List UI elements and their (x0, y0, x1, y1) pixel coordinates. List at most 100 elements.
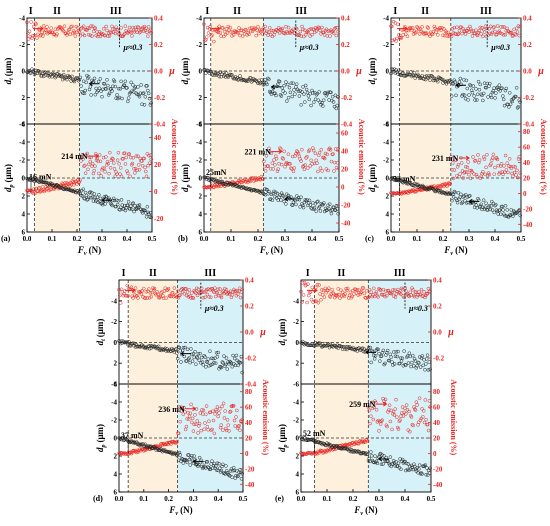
dp-point (405, 467, 410, 472)
dp-point (501, 208, 505, 212)
dt-point (372, 353, 376, 358)
dt-point (289, 81, 294, 85)
mu-point (300, 300, 304, 304)
bottom-left-tick-label: 4 (386, 211, 390, 219)
ae-point (391, 409, 396, 414)
bottom-right-tick-label: 60 (523, 144, 531, 152)
dt-point (318, 100, 322, 104)
mu-point (103, 33, 108, 38)
ae-point (466, 160, 470, 164)
dp-point (294, 202, 298, 207)
dp-point (498, 208, 502, 212)
mu-point (164, 296, 168, 300)
mu-point (248, 26, 252, 31)
dp-point (318, 209, 323, 213)
ae-point (302, 167, 307, 172)
mu-point (409, 293, 413, 297)
mu-annotation: μ≈0.3 (490, 43, 510, 52)
ae-point (273, 163, 277, 167)
ae-point (204, 412, 208, 417)
mu-point (118, 301, 123, 305)
ae-point (442, 182, 447, 186)
mu-point (386, 288, 391, 293)
dt-point (222, 74, 226, 78)
dt-point (198, 351, 202, 356)
dt-point (196, 352, 201, 356)
dp-point (452, 189, 457, 194)
dt-point (239, 76, 243, 81)
dt-point (288, 90, 293, 95)
ae-point (507, 164, 511, 168)
dt-point (406, 361, 411, 365)
mu-point (209, 295, 213, 300)
dt-point (495, 85, 500, 90)
dp-point (322, 201, 326, 205)
dt-axis-arrow (365, 349, 376, 355)
dp-point (448, 192, 453, 196)
ae-point (344, 443, 349, 447)
mu-point (427, 290, 432, 294)
mu-point (249, 26, 254, 30)
dt-point (420, 354, 425, 358)
dt-point (199, 361, 203, 365)
dt-point (96, 88, 100, 93)
dp-point (280, 193, 285, 197)
dt-point (215, 355, 220, 359)
dp-point (425, 466, 429, 470)
ae-point (94, 152, 98, 156)
top-left-axis-label: dt(μm) (367, 58, 379, 85)
dt-axis-arrow (88, 81, 100, 87)
dt-point (197, 358, 201, 363)
ae-point (503, 153, 508, 158)
ae-point (245, 178, 249, 183)
ae-point (147, 153, 151, 158)
x-tick-label: 0.5 (335, 235, 344, 243)
dt-point (394, 350, 399, 354)
mu-point (449, 32, 453, 37)
ae-point (487, 172, 492, 177)
region-label-I: I (122, 268, 126, 279)
dt-series (117, 339, 244, 375)
mu-point (250, 29, 255, 34)
mu-point (350, 294, 354, 299)
mu-point (491, 26, 496, 30)
first-event-label: 37 mN (121, 431, 144, 440)
dt-point (402, 349, 406, 353)
dt-point (195, 356, 200, 360)
ae-point (289, 166, 293, 170)
ae-point (248, 179, 253, 184)
mu-point (518, 24, 522, 29)
dt-point (282, 83, 286, 88)
dt-point (494, 86, 499, 90)
dt-point (223, 362, 228, 367)
mu-point (396, 287, 400, 292)
mu-point (267, 30, 271, 34)
mu-point (446, 30, 450, 35)
mu-point (335, 293, 340, 297)
bottom-right-tick-label: -40 (523, 221, 533, 229)
dt-point (174, 347, 178, 351)
mu-point (210, 33, 214, 37)
mu-point (363, 295, 367, 300)
top-right-tick-label: 0.4 (523, 15, 532, 23)
dp-point (225, 470, 230, 475)
dp-point (105, 199, 110, 203)
dt-point (142, 103, 147, 107)
dt-point (81, 91, 85, 95)
first-event-label: 25mN (206, 168, 227, 177)
top-right-tick-label: 0.2 (245, 303, 254, 311)
top-right-tick-label: -0.2 (433, 355, 445, 363)
dt-point (281, 89, 285, 93)
dp-point (257, 189, 262, 194)
dt-point (97, 86, 102, 91)
top-right-tick-label: 0.4 (341, 15, 350, 23)
mu-point (47, 30, 52, 34)
ae-point (419, 188, 423, 192)
mu-point (106, 34, 110, 38)
dt-point (459, 82, 463, 87)
mu-point (423, 295, 427, 300)
dt-point (77, 77, 82, 82)
dt-point (225, 367, 230, 371)
ae-point (196, 431, 200, 435)
mu-point (114, 25, 118, 29)
